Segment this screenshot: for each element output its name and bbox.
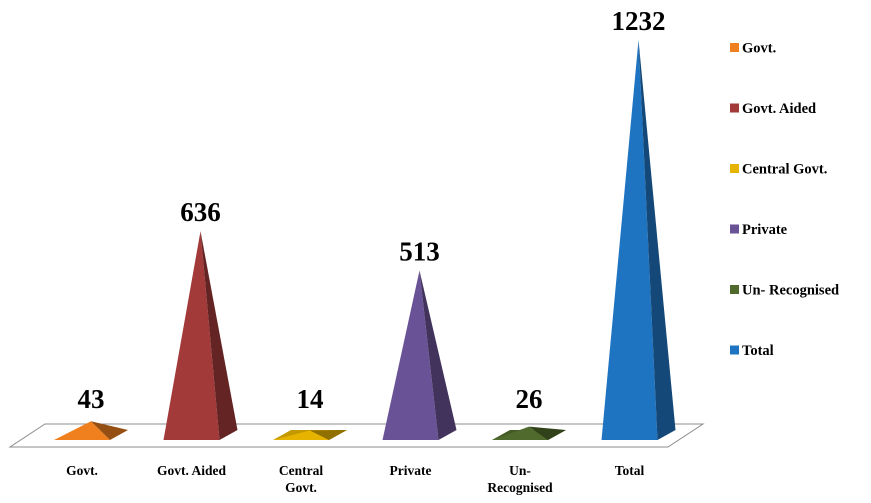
legend-label-central-govt: Central Govt. <box>742 162 827 178</box>
data-label-central-govt: 14 <box>297 384 324 414</box>
legend: Govt. Govt. Aided Central Govt. Private Un- … <box>730 41 839 359</box>
legend-swatch-total <box>730 345 739 355</box>
legend-label-private: Private <box>742 222 788 238</box>
tick-label-un-recognised-line-2: Recognised <box>487 480 553 495</box>
tick-label-un-recognised-line-1: Un- <box>509 463 531 478</box>
bar-central-govt <box>273 430 347 440</box>
data-label-total: 1232 <box>612 6 666 36</box>
tick-label-govt-aided: Govt. Aided <box>157 463 227 478</box>
bar-govt-aided <box>163 231 238 440</box>
legend-label-govt: Govt. <box>742 41 776 57</box>
legend-swatch-govt-aided <box>730 103 739 113</box>
legend-swatch-private <box>730 224 739 234</box>
data-label-private: 513 <box>399 237 440 267</box>
tick-label-central-govt-line-2: Govt. <box>285 480 317 495</box>
bar-un-recognised <box>492 426 566 440</box>
bar-private <box>382 270 457 440</box>
data-label-govt: 43 <box>78 384 105 414</box>
legend-swatch-central-govt <box>730 164 739 173</box>
tick-label-total: Total <box>615 463 645 478</box>
legend-label-un-recognised: Un- Recognised <box>742 283 839 299</box>
tick-label-central-govt-line-1: Central <box>279 463 323 478</box>
bar-total <box>601 40 676 440</box>
data-label-un-recognised: 26 <box>516 384 543 414</box>
data-label-govt-aided: 636 <box>180 197 221 227</box>
bar-govt <box>54 421 128 440</box>
tick-label-private: Private <box>390 463 432 478</box>
legend-swatch-un-recognised <box>730 285 739 294</box>
tick-label-govt: Govt. <box>66 463 98 478</box>
legend-label-total: Total <box>742 343 774 359</box>
legend-label-govt-aided: Govt. Aided <box>742 101 816 117</box>
legend-swatch-govt <box>730 43 739 52</box>
